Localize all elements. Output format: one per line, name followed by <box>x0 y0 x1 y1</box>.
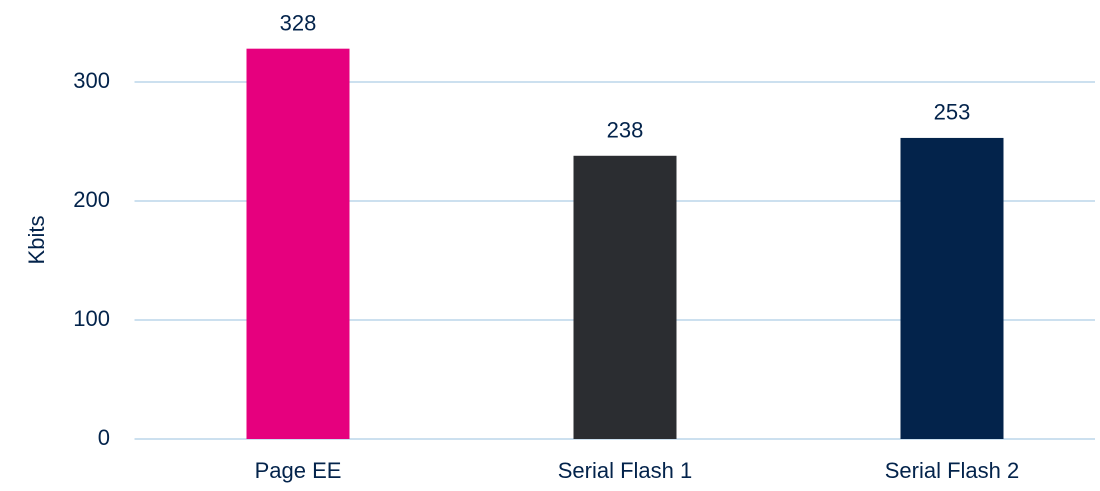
x-tick-label: Serial Flash 2 <box>885 458 1020 483</box>
x-tick-label: Serial Flash 1 <box>558 458 693 483</box>
bar <box>900 137 1004 439</box>
y-tick-label: 0 <box>98 425 110 450</box>
x-tick-label: Page EE <box>255 458 342 483</box>
y-tick-label: 300 <box>73 68 110 93</box>
data-label: 238 <box>607 118 644 143</box>
data-label: 328 <box>280 10 317 35</box>
y-tick-label: 100 <box>73 306 110 331</box>
bar <box>246 48 350 440</box>
y-tick-label: 200 <box>73 187 110 212</box>
bar <box>573 155 677 439</box>
data-label: 253 <box>934 100 971 125</box>
y-axis-title: Kbits <box>24 216 49 265</box>
